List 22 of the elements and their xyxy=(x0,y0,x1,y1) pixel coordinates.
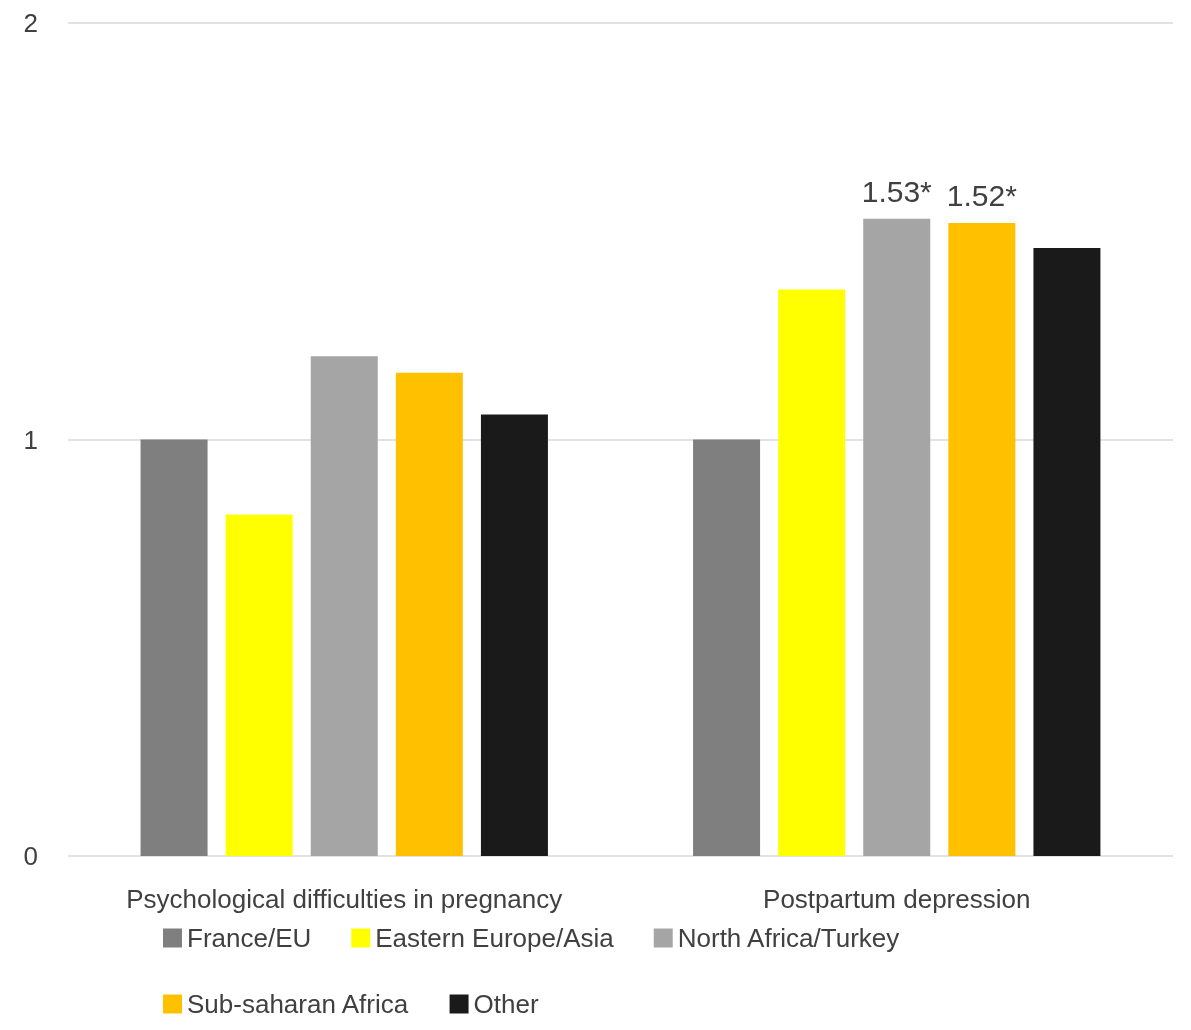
bar xyxy=(310,356,378,856)
x-tick-label: Postpartum depression xyxy=(763,884,1031,914)
bar xyxy=(863,218,931,856)
bar xyxy=(225,514,293,856)
bar xyxy=(480,414,548,856)
y-tick-label: 1 xyxy=(23,424,38,455)
y-tick-label: 2 xyxy=(23,8,38,38)
bar xyxy=(1033,247,1101,856)
x-tick-label: Psychological difficulties in pregnancy xyxy=(126,884,563,914)
legend-label: France/EU xyxy=(187,923,312,953)
y-tick-label: 0 xyxy=(23,841,38,871)
bar xyxy=(140,439,208,856)
bar xyxy=(395,372,463,856)
legend-label: Sub-saharan Africa xyxy=(187,989,409,1019)
bar xyxy=(693,439,761,856)
legend-label: North Africa/Turkey xyxy=(677,923,900,953)
data-label: 1.53* xyxy=(861,175,933,209)
bar xyxy=(778,289,846,856)
legend-label: Other xyxy=(473,989,539,1019)
data-label: 1.52* xyxy=(946,179,1018,213)
bar xyxy=(948,222,1016,856)
legend-label: Eastern Europe/Asia xyxy=(375,923,615,953)
